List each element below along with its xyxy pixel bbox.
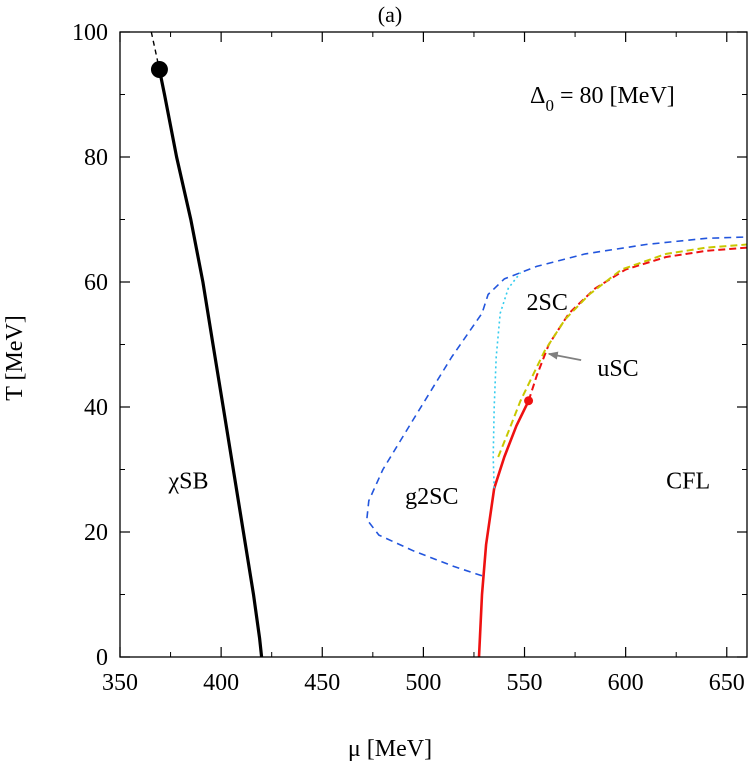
series-line-blue-dashed [365, 236, 748, 577]
x-tick-label: 650 [709, 670, 745, 696]
y-tick-label: 60 [84, 270, 108, 296]
parameter-subscript: 0 [545, 96, 554, 115]
region-label-2sc: 2SC [527, 290, 568, 316]
critical-point-marker-1 [150, 61, 168, 78]
x-tick-label: 400 [203, 670, 239, 696]
parameter-label: Δ0 = 80 [MeV] [530, 83, 675, 115]
series-line-red-solid [477, 400, 530, 658]
y-tick-label: 20 [84, 520, 108, 546]
usc-arrow [547, 351, 582, 362]
x-tick-label: 550 [507, 670, 543, 696]
x-tick-label: 450 [304, 670, 340, 696]
y-axis-title: T [MeV] [2, 315, 28, 401]
series-line-yellow-dashed [497, 243, 748, 458]
critical-point-marker-2 [524, 396, 534, 406]
parameter-value: = 80 [MeV] [554, 83, 675, 109]
y-tick-label: 0 [96, 645, 108, 671]
x-tick-label: 500 [405, 670, 441, 696]
series-line-red-dashed [527, 246, 748, 402]
x-axis-title: μ [MeV] [348, 736, 432, 762]
y-tick-label: 80 [84, 145, 108, 171]
region-label-cfl: CFL [666, 468, 710, 494]
region-labels: χSB g2SC 2SC uSC CFL [168, 290, 711, 510]
series-line-black-solid-thick [157, 69, 264, 658]
y-tick-label: 100 [72, 20, 108, 46]
ticks-layer [119, 31, 747, 658]
region-label-g2sc: g2SC [405, 484, 458, 510]
y-tick-label: 40 [84, 395, 108, 421]
series-line-cyan-dotted [492, 272, 522, 489]
curves-layer [150, 31, 748, 658]
region-label-usc: uSC [597, 356, 638, 382]
x-tick-label: 600 [608, 670, 644, 696]
tick-labels-layer: 350 400 450 500 550 600 650 0 20 40 60 80 100 [72, 20, 745, 696]
chart-title: (a) [378, 2, 402, 27]
markers-layer [150, 61, 534, 406]
x-tick-label: 350 [102, 670, 138, 696]
parameter-symbol: Δ [530, 83, 545, 109]
arrow-layer [547, 351, 582, 362]
region-label-chisb: χSB [168, 468, 209, 494]
